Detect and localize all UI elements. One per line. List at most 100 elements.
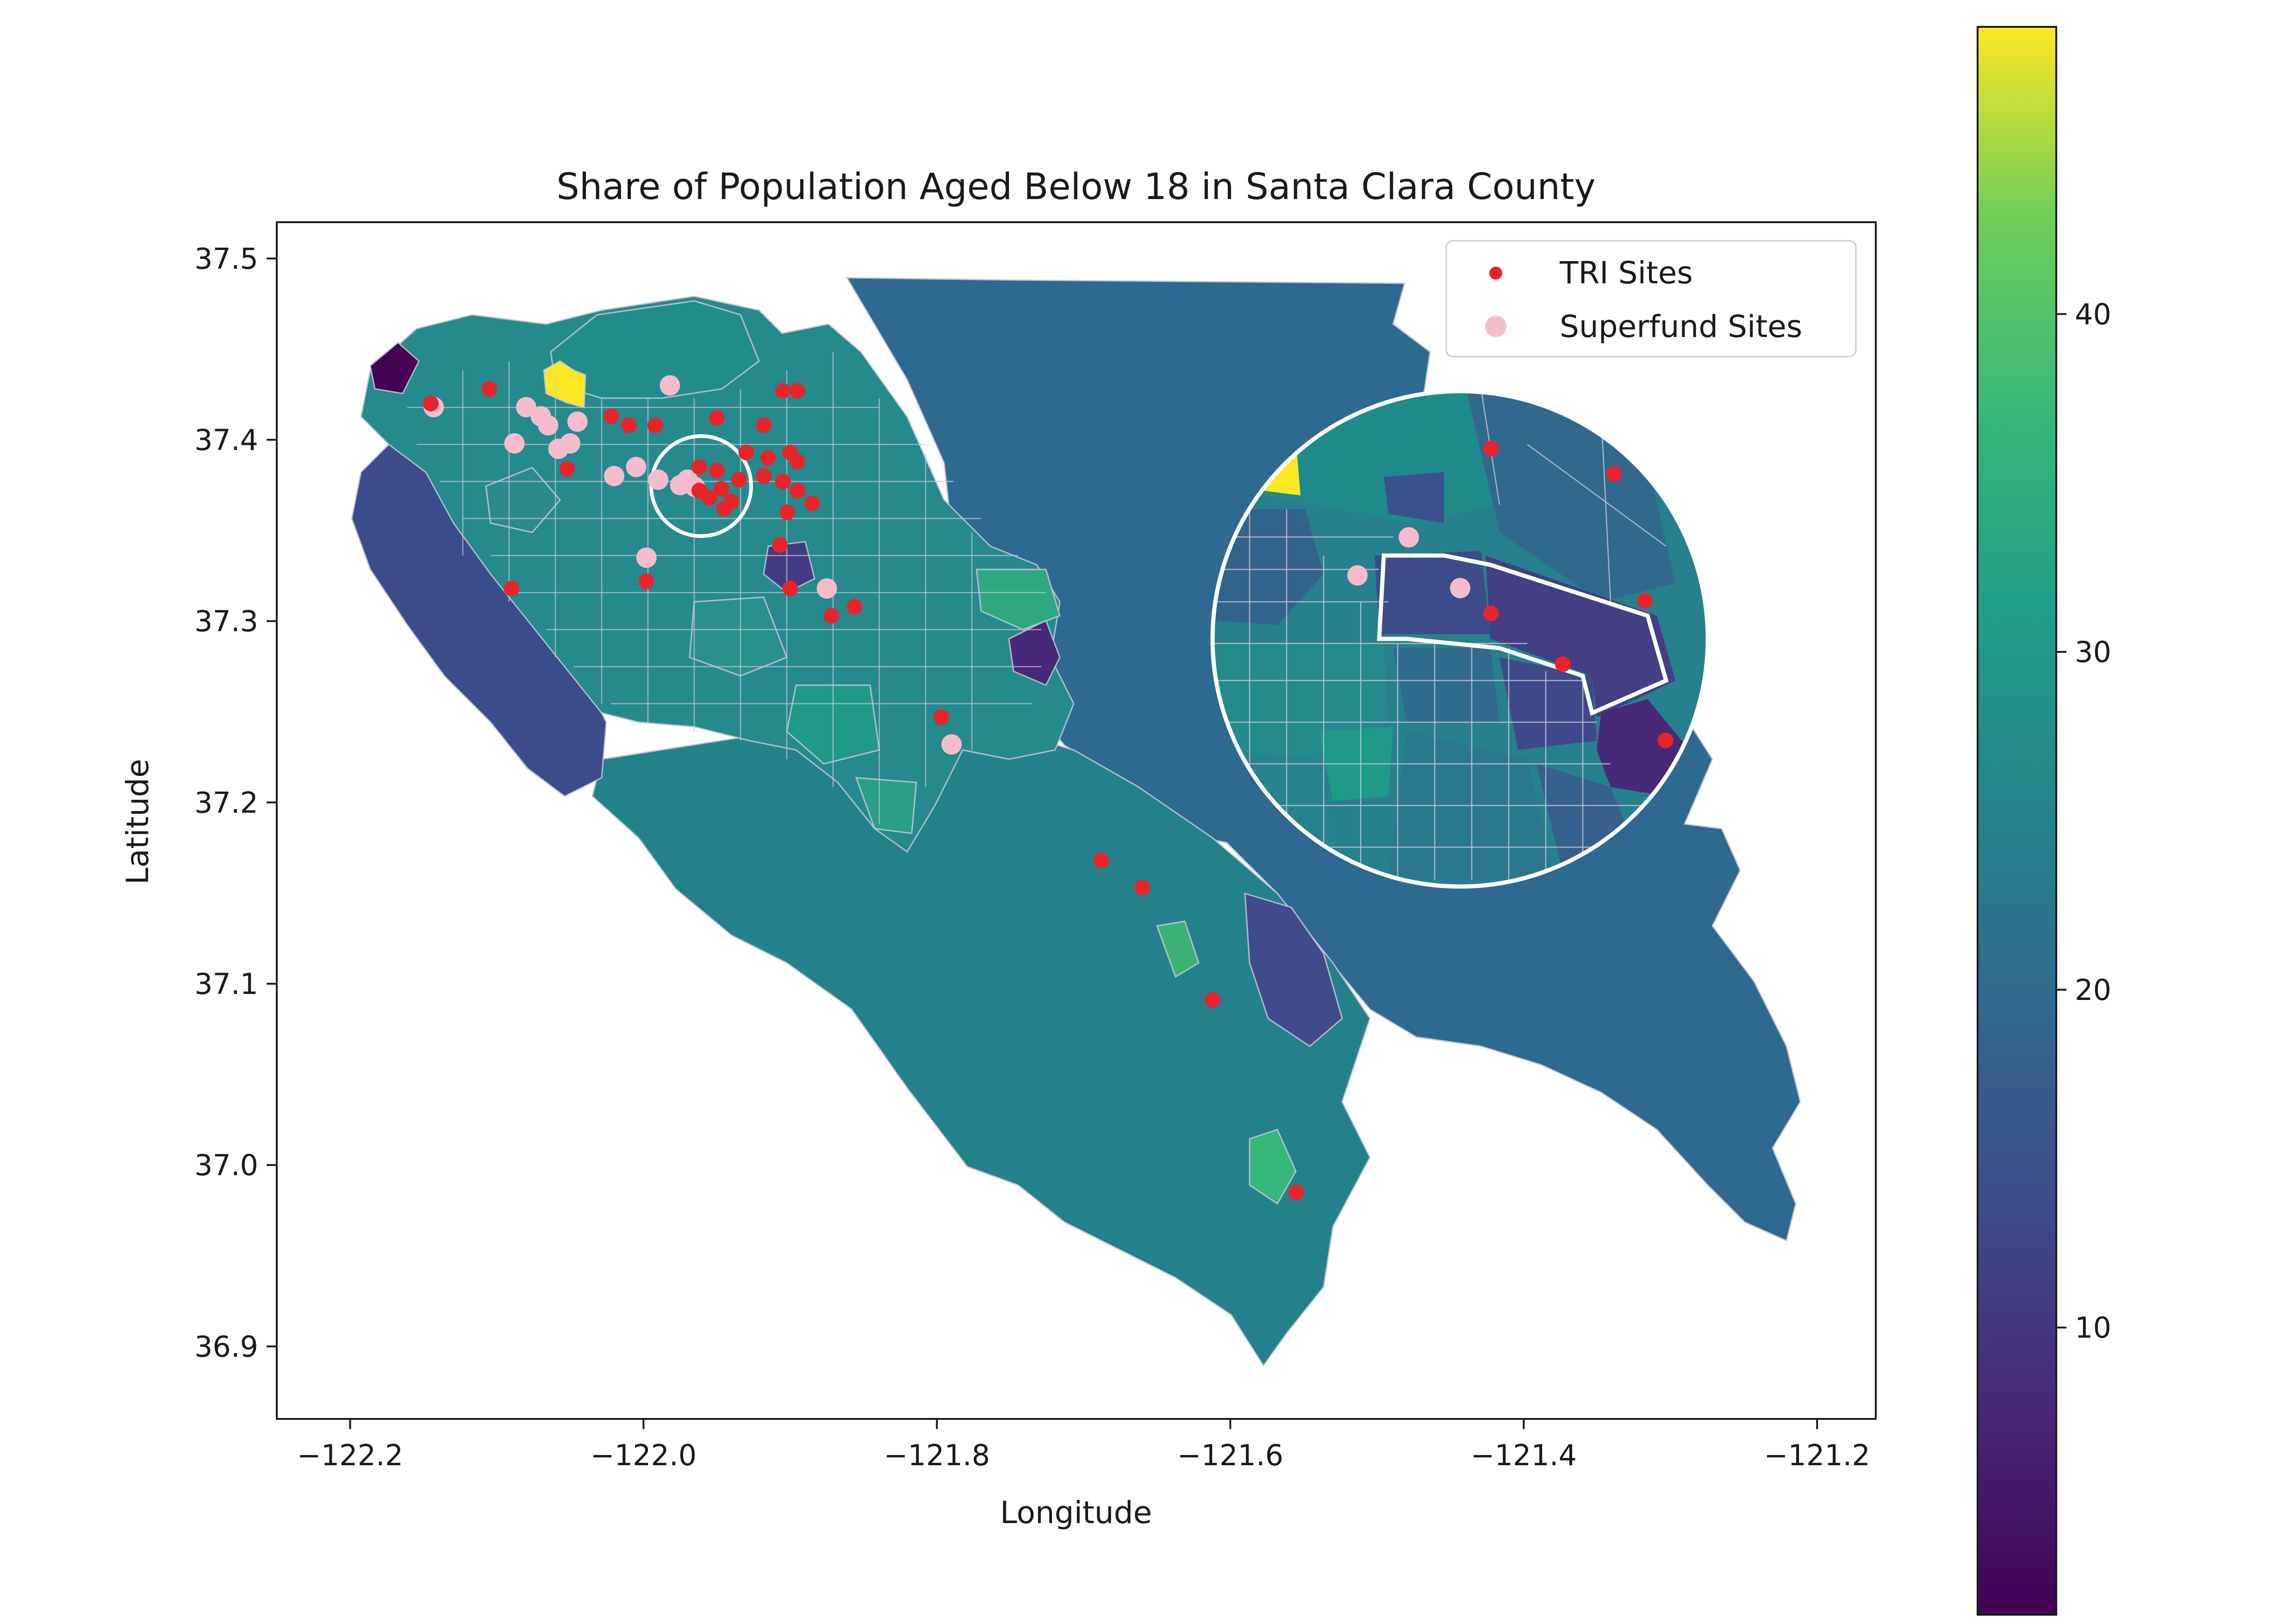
x-tick-label: −121.4 [1471, 1438, 1577, 1472]
region-urban-core [360, 295, 1075, 853]
y-tick-label: 37.0 [194, 1149, 258, 1182]
inset-superfund-point [1347, 565, 1368, 586]
y-tick-label: 36.9 [194, 1330, 258, 1363]
tri-site-point [933, 709, 949, 725]
y-tick-label: 37.2 [194, 786, 258, 819]
tri-site-point [772, 537, 788, 553]
inset-tri-point [1483, 440, 1499, 456]
tri-site-point [423, 395, 439, 412]
x-axis-ticks: −122.2 −122.0 −121.8 −121.6 −121.4 −121.2 [297, 1419, 1870, 1472]
superfund-site-point [816, 578, 837, 599]
tract-yellow [543, 360, 586, 408]
y-tick-label: 37.4 [194, 423, 258, 457]
tri-site-point [647, 417, 663, 433]
inset-superfund-point [1399, 527, 1419, 548]
chart-title: Share of Population Aged Below 18 in San… [556, 166, 1595, 208]
inset-tri-point [1935, 149, 1951, 164]
legend-tri-label: TRI Sites [1559, 255, 1693, 291]
superfund-site-point [604, 466, 625, 487]
legend-box [1445, 240, 1857, 357]
inset-tri-point [2171, 606, 2187, 621]
x-tick-label: −121.8 [884, 1438, 990, 1472]
tri-site-point [731, 472, 747, 488]
inset-superfund-point [269, 19, 289, 40]
inset-tri-point [2274, 694, 2290, 710]
superfund-site-point [941, 734, 962, 755]
tri-site-point [691, 459, 707, 475]
tri-site-point [1288, 1184, 1304, 1200]
x-axis-label: Longitude [1000, 1495, 1152, 1530]
tract-teal-4 [485, 467, 561, 533]
superfund-site-point [626, 456, 647, 477]
tri-site-point [603, 408, 619, 425]
inset-tri-point [1657, 732, 1674, 749]
legend-superfund-marker [1485, 316, 1506, 337]
tri-site-point [790, 454, 806, 469]
tri-site-point [1093, 852, 1109, 868]
inset-superfund-point [628, 121, 649, 141]
tri-site-point [775, 383, 791, 399]
tri-site-point [846, 599, 863, 615]
y-axis-label: Latitude [120, 759, 156, 885]
inset-tri-point [1709, 682, 1725, 698]
colorbar-tick-label: 20 [2075, 973, 2111, 1007]
superfund-site-point [516, 397, 536, 418]
tract-dark-center [763, 541, 815, 593]
inset-superfund-point [423, 146, 443, 167]
legend: TRI Sites Superfund Sites [1445, 240, 1857, 357]
superfund-site-point [548, 438, 569, 459]
tri-site-point [504, 581, 520, 597]
tri-site-point [481, 381, 498, 397]
tri-site-point [559, 461, 575, 477]
tract-blue-gilroy [1244, 892, 1343, 1047]
tract-purple-nw [369, 342, 420, 394]
superfund-site-point [504, 433, 525, 454]
superfund-site-point [648, 469, 669, 490]
inset-tri-point [1555, 656, 1571, 672]
colorbar: 10 20 30 40 [1977, 26, 2111, 1616]
inset-tri-point [1175, 149, 1191, 164]
tri-site-point [823, 607, 840, 624]
tri-site-point [804, 495, 820, 512]
tri-site-point [756, 468, 772, 484]
inset-tri-point [2068, 542, 2084, 558]
inset-tri-point [867, 85, 883, 101]
tract-teal-3 [855, 777, 917, 834]
tri-site-point [709, 410, 725, 426]
x-tick-label: −122.2 [297, 1438, 403, 1472]
tri-site-point [790, 383, 806, 399]
tri-site-point [782, 581, 798, 597]
inset-tri-point [2120, 1291, 2135, 1307]
inset-tri-point [1606, 466, 1622, 482]
colorbar-ticks: 10 20 30 40 [2056, 297, 2111, 1345]
inset-superfund-point [577, 273, 597, 294]
superfund-site-point [567, 411, 588, 432]
x-tick-label: −122.0 [591, 1438, 697, 1472]
inset-tri-point [990, 149, 1006, 164]
tri-site-point [716, 500, 732, 517]
y-tick-label: 37.1 [194, 967, 258, 1001]
tri-site-point [738, 444, 754, 461]
superfund-sites [423, 375, 962, 755]
tri-site-point [756, 417, 772, 433]
tri-site-point [1205, 992, 1221, 1008]
tri-site-point [790, 482, 806, 499]
inset-superfund-point [1450, 578, 1470, 599]
inset-tri-point [168, 1291, 184, 1307]
inset-superfund-point [187, 273, 207, 294]
tri-site-point [621, 417, 637, 433]
urban-tract-lines [407, 352, 1046, 824]
y-axis-ticks: 36.9 37.0 37.1 37.2 37.3 37.4 37.5 [194, 242, 277, 1363]
legend-superfund-label: Superfund Sites [1560, 309, 1802, 344]
tract-green-south [1249, 1129, 1297, 1205]
colorbar-tick-label: 40 [2075, 297, 2111, 331]
legend-tri-marker [1489, 267, 1502, 280]
x-tick-label: −121.6 [1177, 1438, 1283, 1472]
colorbar-gradient [1977, 26, 2057, 1616]
inset-tri-point [1606, 98, 1622, 114]
inset-tri-point [2171, 403, 2187, 418]
tri-site-point [779, 504, 796, 520]
tri-site-point [713, 481, 729, 497]
